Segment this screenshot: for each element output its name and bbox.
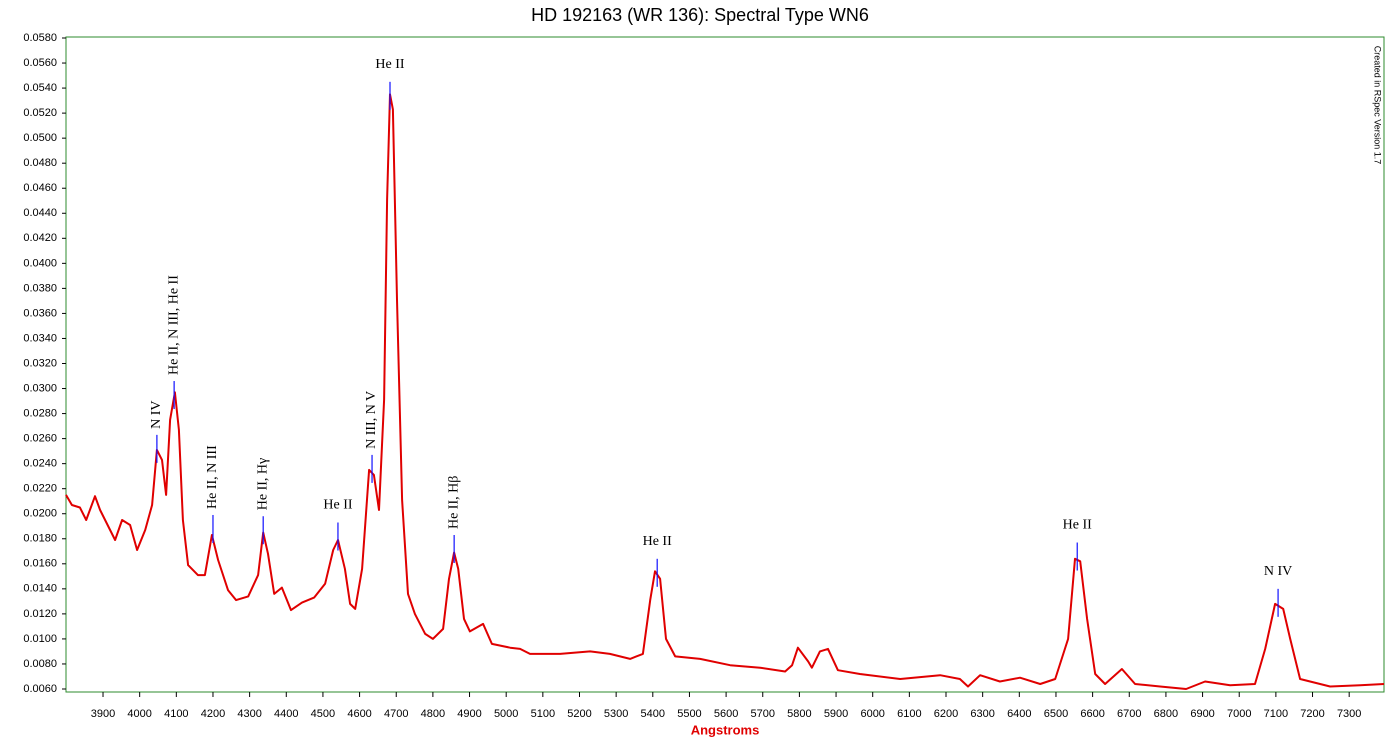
x-tick-label: 4600 [347, 708, 371, 720]
x-tick-label: 6300 [970, 708, 994, 720]
y-tick-label: 0.0240 [23, 458, 57, 470]
x-tick-label: 5300 [604, 708, 628, 720]
y-tick-label: 0.0180 [23, 533, 57, 545]
annotation-label: He II, N III [205, 445, 220, 509]
chart-title: HD 192163 (WR 136): Spectral Type WN6 [531, 5, 869, 25]
y-tick-label: 0.0080 [23, 658, 57, 670]
plot-border [65, 36, 1385, 693]
x-tick-label: 6000 [860, 708, 884, 720]
x-tick-label: 5800 [787, 708, 811, 720]
y-tick-label: 0.0480 [23, 157, 57, 169]
y-tick-label: 0.0400 [23, 257, 57, 269]
y-tick-label: 0.0540 [23, 82, 57, 94]
annotation-label: He II [323, 498, 352, 513]
annotation-label: He II, Hβ [446, 476, 461, 529]
y-tick-label: 0.0260 [23, 433, 57, 445]
x-tick-label: 3900 [91, 708, 115, 720]
x-tick-label: 7100 [1264, 708, 1288, 720]
y-tick-label: 0.0580 [23, 32, 57, 44]
x-tick-label: 4100 [164, 708, 188, 720]
x-tick-label: 4900 [457, 708, 481, 720]
annotation-label: N III, N V [364, 391, 379, 449]
annotation-label: He II [643, 534, 672, 549]
x-tick-label: 5100 [531, 708, 555, 720]
y-tick-label: 0.0140 [23, 583, 57, 595]
spectrum-line [65, 93, 1385, 690]
x-tick-label: 4200 [201, 708, 225, 720]
y-tick-label: 0.0460 [23, 182, 57, 194]
x-tick-label: 6200 [934, 708, 958, 720]
y-tick-label: 0.0220 [23, 483, 57, 495]
x-tick-label: 5200 [567, 708, 591, 720]
x-tick-label: 5900 [824, 708, 848, 720]
x-tick-label: 5000 [494, 708, 518, 720]
annotation-label: He II, N III, He II [166, 275, 181, 375]
y-tick-label: 0.0440 [23, 207, 57, 219]
x-tick-label: 5500 [677, 708, 701, 720]
y-tick-label: 0.0380 [23, 282, 57, 294]
annotation-label: N IV [149, 400, 164, 428]
y-tick-label: 0.0200 [23, 508, 57, 520]
x-tick-label: 4800 [421, 708, 445, 720]
x-tick-label: 5700 [751, 708, 775, 720]
y-tick-label: 0.0520 [23, 107, 57, 119]
y-tick-label: 0.0300 [23, 382, 57, 394]
y-tick-label: 0.0360 [23, 307, 57, 319]
y-tick-label: 0.0320 [23, 357, 57, 369]
y-tick-label: 0.0500 [23, 132, 57, 144]
y-tick-label: 0.0280 [23, 407, 57, 419]
x-tick-label: 4000 [127, 708, 151, 720]
x-tick-label: 4300 [237, 708, 261, 720]
x-tick-label: 7000 [1227, 708, 1251, 720]
x-tick-label: 4500 [311, 708, 335, 720]
x-tick-label: 6500 [1044, 708, 1068, 720]
y-tick-label: 0.0160 [23, 558, 57, 570]
x-tick-label: 6900 [1190, 708, 1214, 720]
x-tick-label: 4400 [274, 708, 298, 720]
annotation-label: N IV [1264, 564, 1292, 579]
x-tick-label: 4700 [384, 708, 408, 720]
annotation-label: He II [375, 57, 404, 72]
x-tick-label: 6700 [1117, 708, 1141, 720]
x-tick-label: 6800 [1154, 708, 1178, 720]
x-axis-label: Angstroms [691, 722, 760, 737]
annotation-label: He II [1063, 518, 1092, 533]
y-tick-label: 0.0560 [23, 57, 57, 69]
x-tick-label: 6600 [1080, 708, 1104, 720]
x-tick-label: 7200 [1300, 708, 1324, 720]
x-tick-label: 6100 [897, 708, 921, 720]
annotation-label: He II, Hγ [255, 458, 270, 510]
x-tick-label: 6400 [1007, 708, 1031, 720]
y-tick-label: 0.0420 [23, 232, 57, 244]
x-tick-label: 7300 [1337, 708, 1361, 720]
x-tick-label: 5600 [714, 708, 738, 720]
y-tick-label: 0.0120 [23, 608, 57, 620]
y-tick-label: 0.0340 [23, 332, 57, 344]
y-tick-label: 0.0100 [23, 633, 57, 645]
credit: Created in RSpec Version 1.7 [1373, 46, 1383, 165]
y-tick-label: 0.0060 [23, 683, 57, 695]
x-tick-label: 5400 [641, 708, 665, 720]
